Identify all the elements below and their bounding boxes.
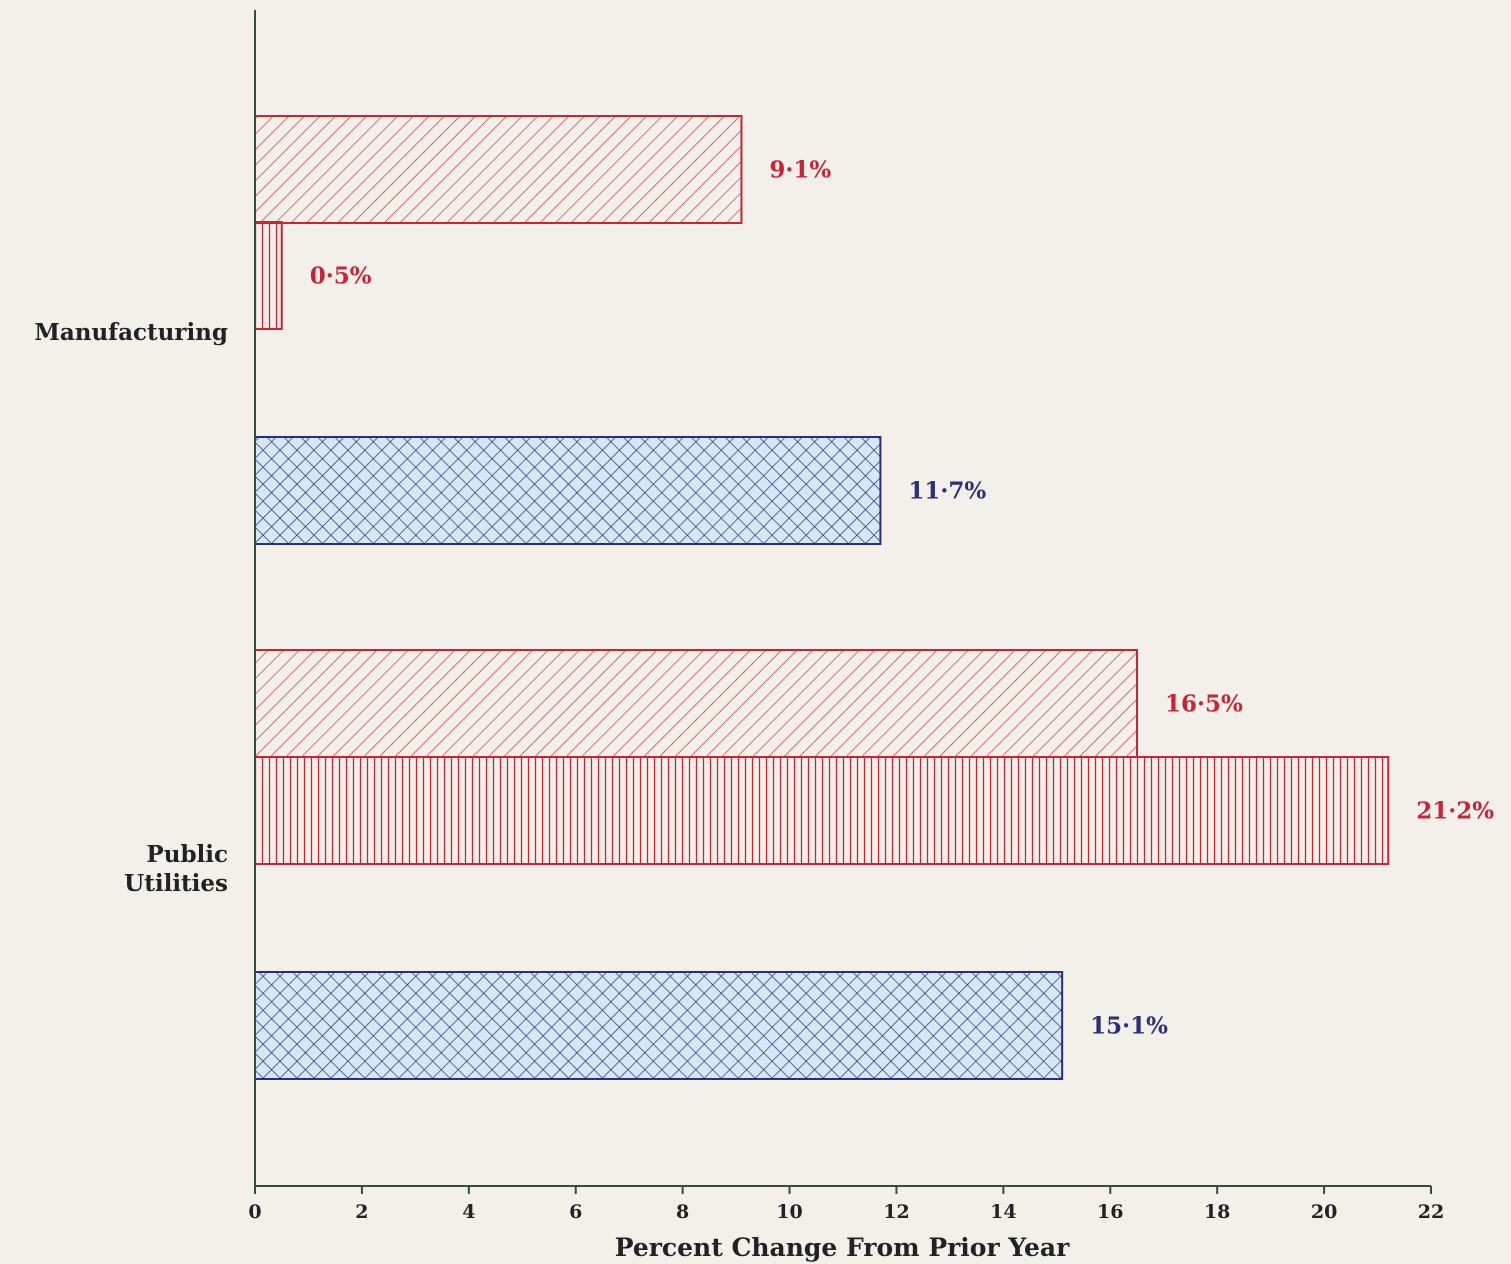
x-tick-label: 12: [883, 1201, 909, 1223]
bar-public-utilities-crosshatch: [254, 971, 1064, 1080]
x-tick-label: 22: [1418, 1201, 1444, 1223]
labels-layer: 9·1% 0·5% 11·7% 16·5% 21·2% 15·1% 0 2 4 6 8 10 12 14 1…: [34, 157, 1494, 1263]
x-tick-label: 8: [676, 1201, 689, 1223]
category-label: Manufacturing: [34, 319, 228, 346]
bars-layer: [254, 115, 1390, 1080]
x-tick-label: 0: [248, 1201, 261, 1223]
x-tick-label: 2: [355, 1201, 368, 1223]
bar-value-label: 9·1%: [769, 157, 831, 184]
bar-value-label: 16·5%: [1165, 691, 1243, 718]
bar-manufacturing-diagonal: [254, 115, 743, 224]
category-label: Utilities: [124, 870, 228, 897]
x-tick-label: 20: [1311, 1201, 1337, 1223]
bar-value-label: 0·5%: [310, 263, 372, 290]
x-tick-label: 14: [990, 1201, 1016, 1223]
bar-public-utilities-diagonal: [254, 649, 1138, 758]
bar-manufacturing-crosshatch: [254, 436, 882, 545]
x-tick-label: 4: [462, 1201, 475, 1223]
bar-value-label: 11·7%: [908, 478, 986, 505]
x-tick-label: 6: [569, 1201, 582, 1223]
bar-value-label: 21·2%: [1416, 798, 1494, 825]
bar-public-utilities-vertical: [254, 756, 1390, 865]
bar-value-label: 15·1%: [1090, 1013, 1168, 1040]
category-label: Public: [146, 841, 228, 868]
x-axis-title: Percent Change From Prior Year: [615, 1233, 1070, 1262]
x-tick-label: 10: [776, 1201, 802, 1223]
axes-layer: [254, 10, 1432, 1194]
x-tick-label: 16: [1097, 1201, 1123, 1223]
bar-manufacturing-vertical: [254, 221, 283, 330]
x-tick-label: 18: [1204, 1201, 1230, 1223]
